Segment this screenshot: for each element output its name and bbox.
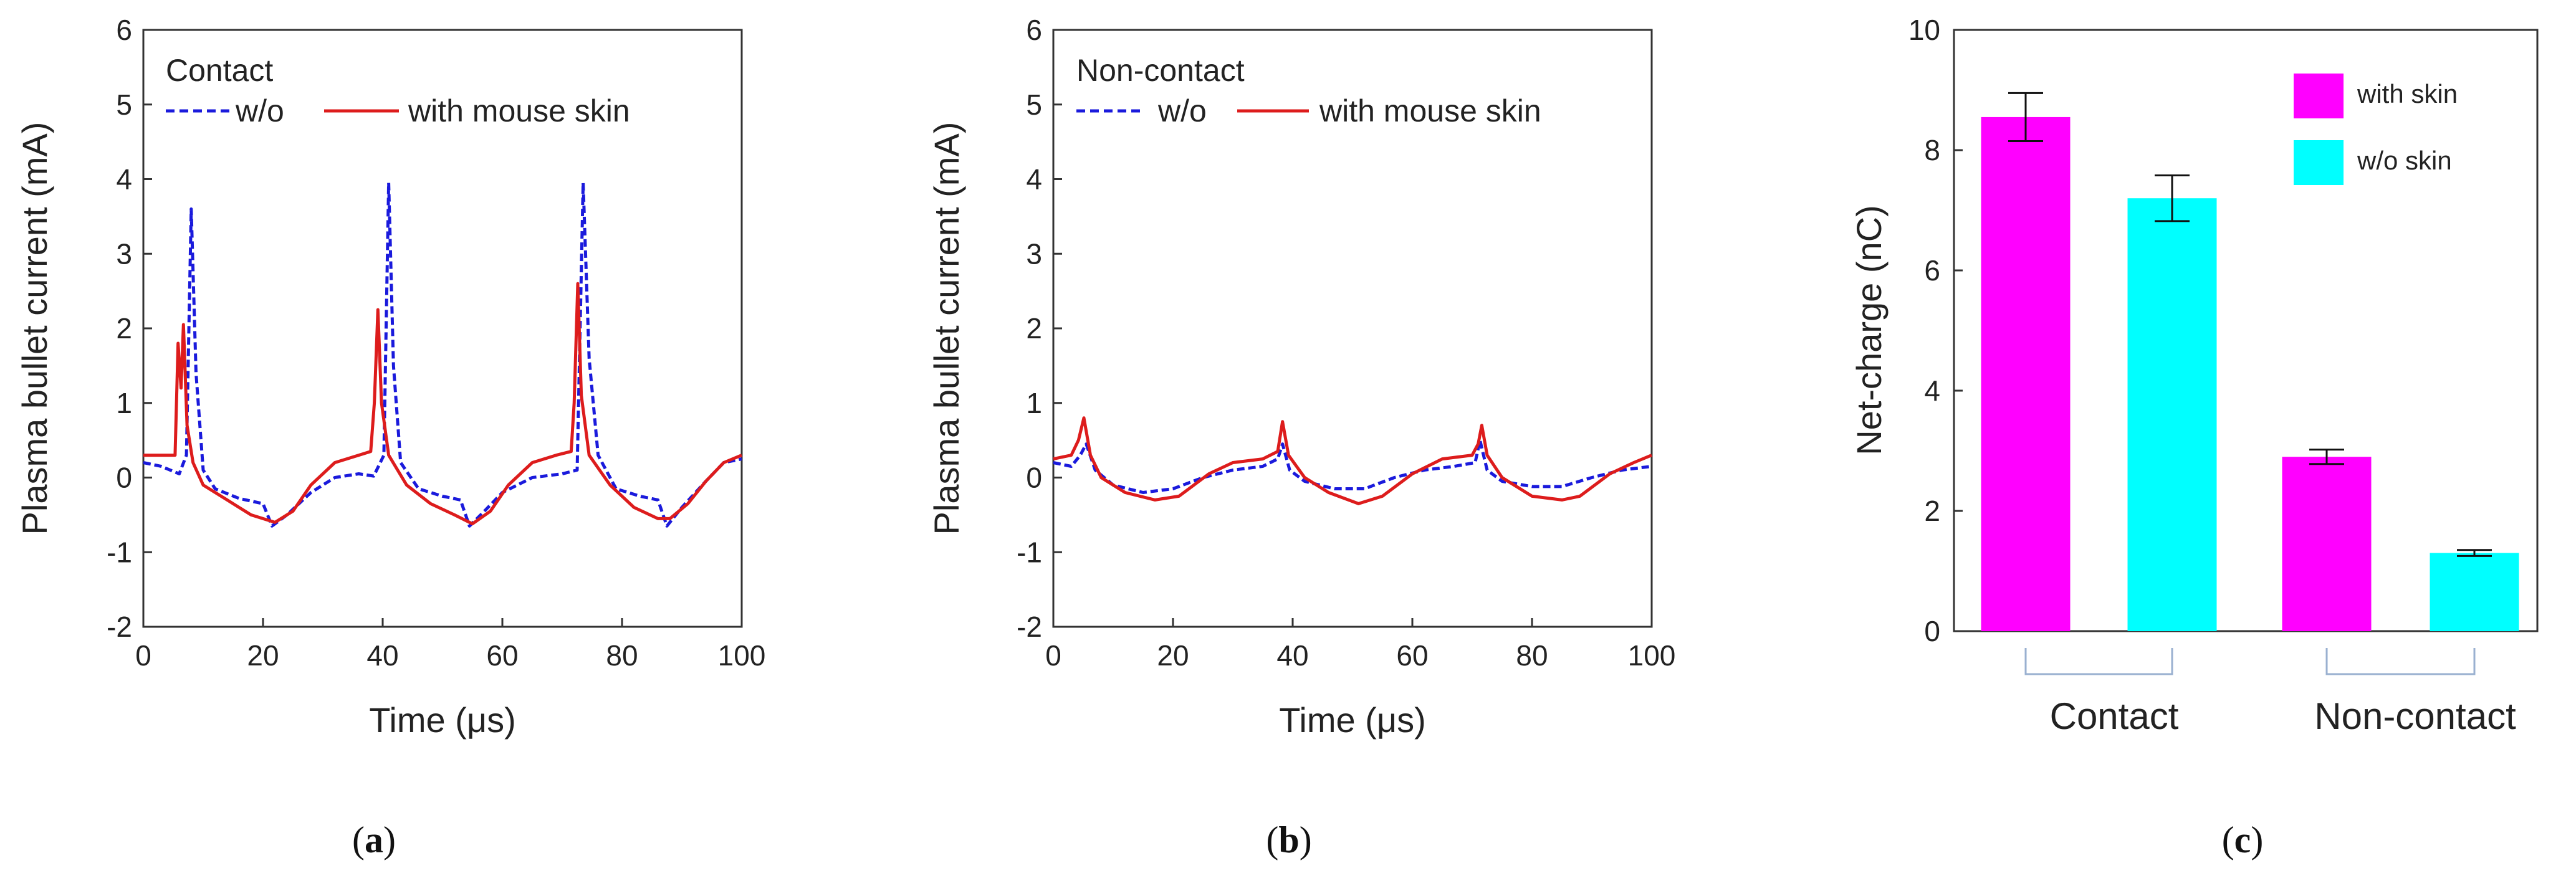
series-line-with-mouse-skin [1053,416,1652,505]
y-tick-label: -1 [1017,536,1042,568]
y-tick-label: 6 [1026,14,1042,46]
bar-contact-w-o-skin [2127,198,2217,631]
x-tick-label: 0 [135,639,151,672]
panel-b: -2 -1 0 1 2 3 4 5 6 0 20 40 60 80 100 Non-contact w/o… [927,14,1675,860]
y-tick-label: 0 [116,462,132,494]
y-tick-label: 8 [1924,134,1940,166]
y-tick-label: 2 [1026,312,1042,345]
y-tick-label: 6 [1924,254,1940,287]
y-tick-label: 4 [1026,163,1042,196]
y-tick-label: 1 [116,387,132,419]
panel-c-bars [1981,92,2519,632]
y-tick-label: 6 [116,14,132,46]
x-tick-label: 20 [1157,639,1189,672]
x-tick-label: 80 [606,639,638,672]
panel-c-plot-frame [1953,29,2539,632]
x-tick-label: 60 [1396,639,1428,672]
panel-b-label: (b) [1266,819,1311,860]
x-tick-label: 20 [247,639,279,672]
x-tick-label: 80 [1516,639,1548,672]
y-tick-label: 1 [1026,387,1042,419]
panel-b-x-ticks: 0 20 40 60 80 100 [1045,618,1675,672]
panel-a-y-axis-title: Plasma bullet current (mA) [15,122,54,535]
panel-b-y-axis-title: Plasma bullet current (mA) [927,122,966,535]
panel-a-label: (a) [352,819,396,860]
panel-c-label: (c) [2222,819,2264,860]
series-line-without [1053,439,1652,494]
x-tick-label: 0 [1045,639,1061,672]
panel-a-annotation: Contact [166,53,273,88]
y-tick-label: 0 [1924,615,1940,647]
panel-c-category-label-contact: Contact [2050,695,2179,737]
panel-c-legend-swatch-without-skin [2294,140,2344,185]
bar-non-contact-w-o-skin [2430,553,2519,631]
panel-a-legend-label-with: with mouse skin [408,93,630,128]
panel-a-legend-label-without: w/o [235,93,284,128]
y-tick-label: -2 [107,611,132,643]
y-tick-label: 10 [1908,14,1940,46]
panel-b-x-axis-title: Time (μs) [1279,700,1425,740]
bar-contact-with-skin [1981,117,2071,632]
y-tick-label: 4 [1924,374,1940,407]
y-tick-label: 5 [1026,88,1042,121]
panel-c-group-brackets [2024,648,2476,675]
y-tick-label: 2 [116,312,132,345]
panel-b-legend-label-with: with mouse skin [1319,93,1541,128]
x-tick-label: 100 [718,639,766,672]
y-tick-label: 2 [1924,495,1940,527]
panel-c-category-label-non-contact: Non-contact [2314,695,2516,737]
group-bracket-non-contact [2325,648,2476,675]
panel-b-legend-label-without: w/o [1157,93,1207,128]
panel-c-y-ticks: 0 2 4 6 8 10 [1908,14,1963,647]
y-tick-label: 3 [116,237,132,270]
series-line-without [143,181,742,528]
panel-a-x-axis-title: Time (μs) [369,700,515,740]
x-tick-label: 60 [486,639,518,672]
panel-b-annotation: Non-contact [1076,53,1245,88]
panel-a: -2 -1 0 1 2 3 4 5 6 0 20 40 60 80 100 Contact w/o wit… [15,14,765,860]
y-tick-label: 3 [1026,237,1042,270]
panel-c: 0 2 4 6 8 10 with skin w/o skin Net-charge (n… [1849,14,2539,860]
panel-c-legend-label-without-skin: w/o skin [2357,146,2452,175]
y-tick-label: 5 [116,88,132,121]
panel-b-series [1053,416,1652,505]
x-tick-label: 40 [1276,639,1308,672]
x-tick-label: 100 [1628,639,1676,672]
panel-c-legend-swatch-with-skin [2294,74,2344,118]
series-line-with-mouse-skin [143,282,742,526]
panel-c-legend-label-with-skin: with skin [2357,79,2458,108]
panel-a-series [143,181,742,528]
panel-b-y-ticks: -2 -1 0 1 2 3 4 5 6 [1017,14,1062,643]
panel-a-x-ticks: 0 20 40 60 80 100 [135,618,765,672]
y-tick-label: -1 [107,536,132,568]
x-tick-label: 40 [366,639,398,672]
group-bracket-contact [2024,648,2173,675]
bar-non-contact-with-skin [2282,457,2372,631]
y-tick-label: -2 [1017,611,1042,643]
y-tick-label: 4 [116,163,132,196]
panel-a-y-ticks: -2 -1 0 1 2 3 4 5 6 [107,14,152,643]
panel-c-y-axis-title: Net-charge (nC) [1849,205,1889,455]
y-tick-label: 0 [1026,462,1042,494]
